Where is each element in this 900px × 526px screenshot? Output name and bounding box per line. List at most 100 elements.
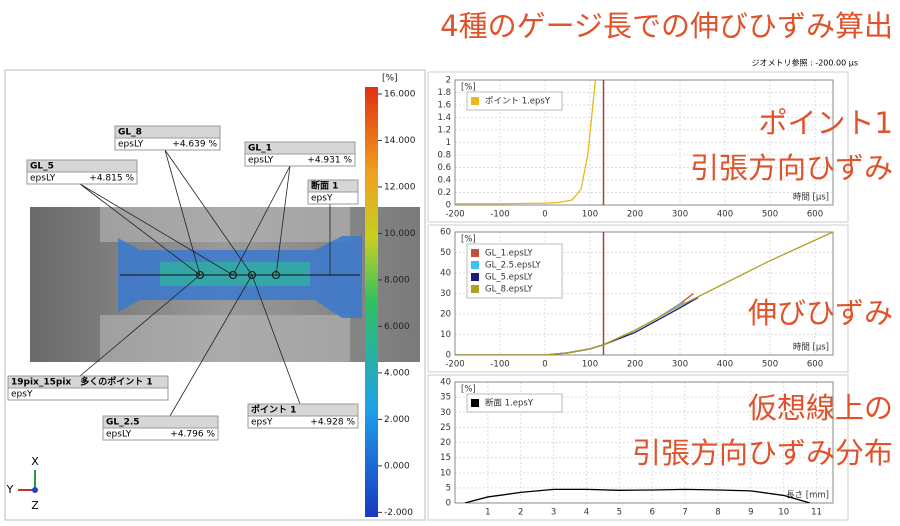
x-tick-label: 4 (584, 508, 589, 518)
y-tick-label: 0.6 (437, 163, 451, 173)
x-tick-label: 600 (807, 360, 823, 370)
series-line (455, 232, 833, 355)
colorbar-label: 2.000 (384, 415, 410, 425)
x-tick-label: 11 (811, 508, 822, 518)
colorbar-label: 6.000 (384, 322, 410, 332)
legend-box (466, 243, 563, 299)
callout-value: +4.931 % (307, 156, 352, 166)
colorbar-label: 16.000 (384, 89, 416, 99)
x-tick-label: -100 (490, 360, 509, 370)
x-tick-label: 300 (672, 360, 688, 370)
colorbar-label: 8.000 (384, 275, 410, 285)
callout-quantity: epsLY (248, 156, 274, 166)
colorbar-label: -2.000 (384, 508, 413, 518)
series-line (464, 488, 811, 503)
y-tick-label: 30 (440, 408, 451, 418)
callout-body (244, 153, 356, 167)
y-tick-label: 1.8 (437, 88, 451, 98)
legend-box (466, 393, 563, 413)
callout-value: +4.639 % (172, 140, 217, 150)
y-tick-label: 20 (440, 310, 451, 320)
x-tick-label: 200 (627, 210, 643, 220)
colorbar-unit: [%] (382, 74, 398, 84)
x-tick-label: 500 (762, 360, 778, 370)
legend-swatch (471, 249, 479, 257)
x-tick-label: 100 (582, 210, 598, 220)
callout-value: +4.796 % (170, 430, 215, 440)
y-axis-label: [%] (461, 235, 476, 245)
x-tick-label: 200 (627, 360, 643, 370)
x-tick-label: -200 (445, 360, 464, 370)
legend-label: ポイント 1.epsY (485, 97, 551, 107)
triad-label: Y (6, 483, 14, 496)
triad-label: X (31, 455, 39, 468)
legend-swatch (471, 273, 479, 281)
y-tick-label: 1 (446, 138, 451, 148)
callout-body (114, 137, 221, 151)
x-tick-label: 300 (672, 210, 688, 220)
y-tick-label: 0.8 (437, 151, 451, 161)
y-tick-label: 60 (440, 228, 451, 238)
gauge-points (196, 271, 280, 279)
y-tick-label: 0 (446, 351, 451, 361)
callout-body (26, 171, 138, 185)
callout-name: GL_8 (118, 128, 142, 138)
y-tick-label: 1.6 (437, 101, 451, 111)
y-tick-label: 25 (440, 423, 451, 433)
y-tick-label: 20 (440, 438, 451, 448)
annotation: 伸びひずみ (748, 296, 893, 330)
annotation: 引張方向ひずみ分布 (632, 436, 893, 470)
callout-quantity: epsLY (106, 430, 132, 440)
page-title: 4種のゲージ長での伸びひずみ算出 (440, 9, 893, 43)
x-tick-label: 400 (717, 360, 733, 370)
colorbar-label: 4.000 (384, 368, 410, 378)
series-line (455, 80, 597, 205)
callout-quantity: epsLY (30, 174, 56, 184)
y-tick-label: 30 (440, 289, 451, 299)
callout-quantity: epsY (311, 194, 333, 204)
x-tick-label: 6 (650, 508, 655, 518)
colorbar-label: 14.000 (384, 136, 416, 146)
callout-value: +4.815 % (89, 174, 134, 184)
x-tick-label: 100 (582, 360, 598, 370)
x-tick-label: 9 (748, 508, 753, 518)
specimen-grip (100, 315, 350, 362)
colorbar-label: 10.000 (384, 229, 416, 239)
y-tick-label: 10 (440, 468, 451, 478)
colorbar-label: 0.000 (384, 461, 410, 471)
y-tick-label: 35 (440, 393, 451, 403)
annotation: 引張方向ひずみ (690, 151, 893, 185)
annotation: 仮想線上の (748, 391, 893, 425)
x-tick-label: -200 (445, 210, 464, 220)
x-tick-label: 3 (551, 508, 556, 518)
plot-frame (454, 231, 834, 356)
x-axis-label: 時間 [µs] (793, 193, 829, 203)
colorbar (365, 87, 378, 517)
callout-lines (79, 149, 331, 417)
callout-body (247, 415, 359, 429)
x-tick-label: 0 (542, 210, 547, 220)
legend-swatch (471, 399, 479, 407)
y-axis-label: [%] (461, 385, 476, 395)
callout-name: 19pix_15pix 多くのポイント 1 (11, 376, 153, 388)
callout-name: GL_1 (248, 144, 272, 154)
x-tick-label: 7 (682, 508, 687, 518)
geometry-ref: ジオメトリ参照 : -200.00 µs (752, 58, 858, 68)
legend-swatch (471, 261, 479, 269)
y-tick-label: 0.4 (437, 176, 451, 186)
triad-label: Z (31, 499, 39, 512)
plot-frame (454, 79, 834, 206)
callout-quantity: epsY (251, 418, 273, 428)
y-axis-label: [%] (461, 83, 476, 93)
y-tick-label: 5 (446, 483, 451, 493)
legend-label: GL_8.epsLY (485, 285, 533, 295)
callout-value: +4.928 % (310, 418, 355, 428)
legend-label: GL_2.5.epsLY (485, 261, 541, 271)
x-tick-label: 500 (762, 210, 778, 220)
legend-label: GL_1.epsLY (485, 249, 533, 259)
x-tick-label: 0 (542, 360, 547, 370)
legend-swatch (471, 97, 479, 105)
x-axis-label: 時間 [µs] (793, 343, 829, 353)
annotation: ポイント1 (759, 106, 893, 140)
y-tick-label: 0 (446, 201, 451, 211)
